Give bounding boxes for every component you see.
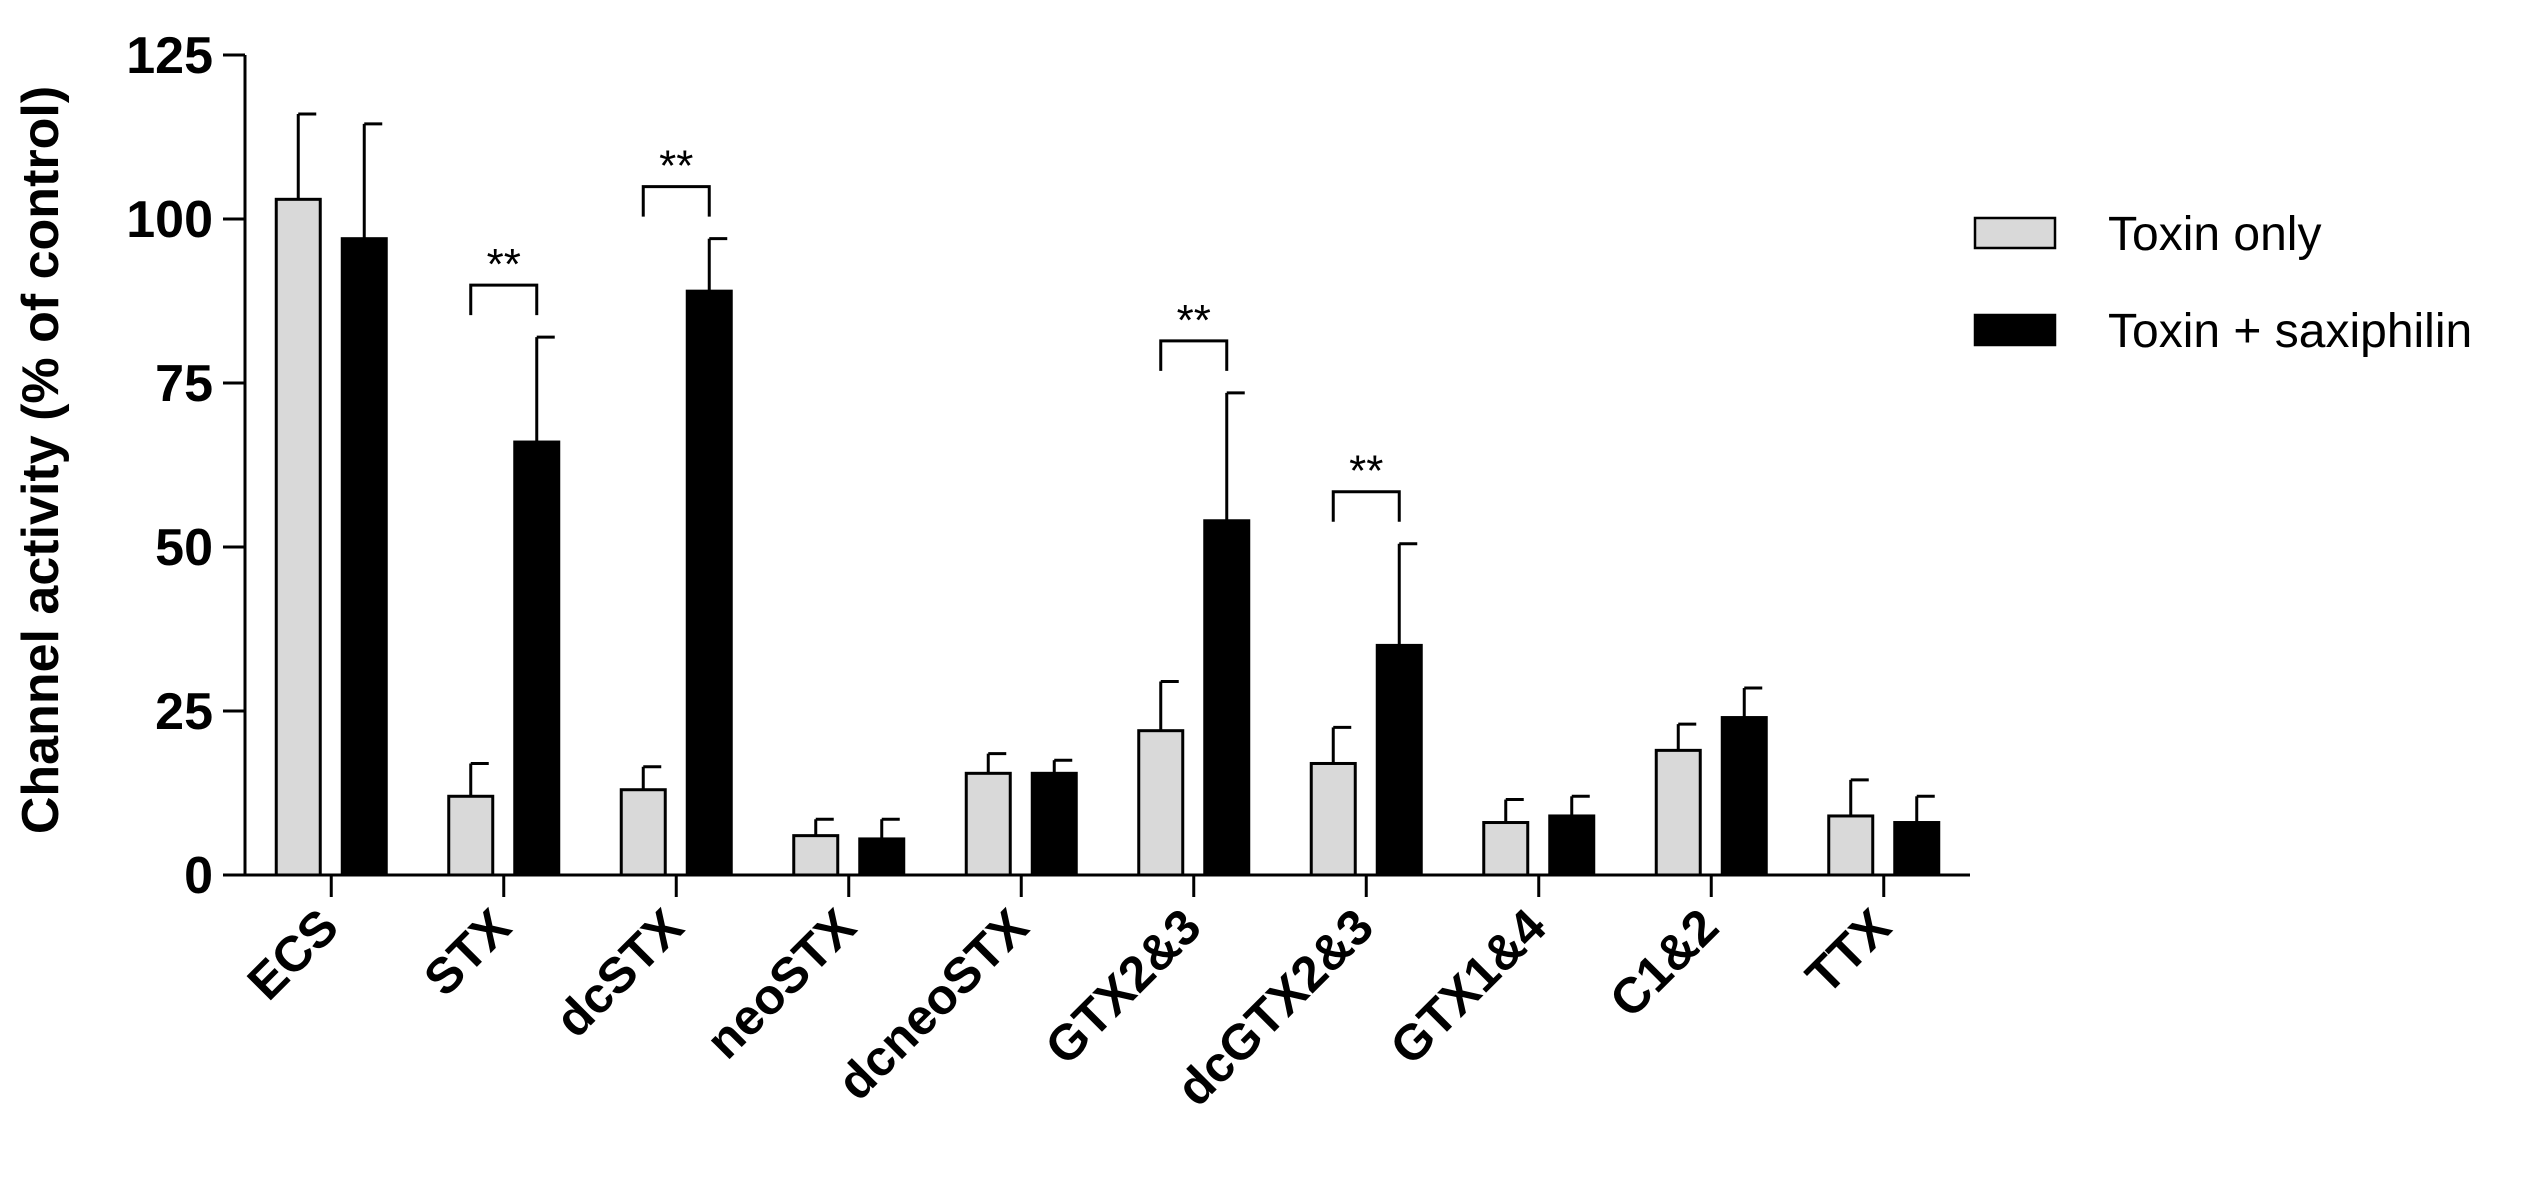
significance-label-stx: **	[487, 240, 521, 289]
significance-bracket-dcstx	[641, 185, 711, 217]
y-tick-label-100: 100	[126, 191, 213, 249]
significance-bracket-gtx23	[1159, 339, 1229, 371]
y-tick-label-50: 50	[155, 519, 213, 577]
bar-toxin-only-dcneostx	[964, 771, 1012, 877]
bar-toxin-only-neostx	[792, 834, 840, 877]
x-tick-label-ecs: ECS	[237, 898, 349, 1010]
bar-toxin-only-c12	[1654, 748, 1702, 877]
legend: Toxin only Toxin + saxiphilin	[1973, 208, 2472, 358]
legend-swatch-toxin-saxiphilin	[1973, 313, 2057, 347]
y-tick-label-0: 0	[184, 847, 213, 905]
x-tick-label-stx: STX	[413, 898, 521, 1006]
significance-annotations: ** ** ** **	[469, 142, 1401, 522]
bar-toxin-only-gtx14	[1482, 821, 1530, 877]
bar-toxin-saxiphilin-ecs	[340, 237, 388, 877]
bar-toxin-only-gtx23	[1137, 729, 1185, 877]
bar-toxin-saxiphilin-c12	[1720, 716, 1768, 877]
bar-toxin-saxiphilin-gtx14	[1548, 814, 1596, 877]
bar-toxin-saxiphilin-dcstx	[685, 289, 733, 877]
bar-toxin-only-dcstx	[619, 788, 667, 877]
x-tick-label-neostx: neoSTX	[695, 898, 866, 1069]
x-tick-label-ttx: TTX	[1795, 898, 1901, 1004]
bar-toxin-only-ecs	[274, 197, 322, 877]
legend-swatch-toxin-only	[1973, 216, 2057, 250]
bar-toxin-saxiphilin-ttx	[1893, 821, 1941, 877]
significance-label-dcstx: **	[659, 142, 693, 191]
bar-toxin-only-dcgtx23	[1309, 761, 1357, 877]
bar-toxin-only-ttx	[1827, 814, 1875, 877]
significance-bracket-stx	[469, 283, 539, 316]
x-tick-label-c12: C1&2	[1599, 898, 1729, 1028]
y-axis: 0 25 50 75 100 125	[126, 27, 247, 905]
significance-label-gtx23: **	[1177, 296, 1211, 345]
bars-group	[274, 112, 1941, 877]
bar-toxin-saxiphilin-dcneostx	[1030, 771, 1078, 877]
bar-toxin-only-stx	[447, 794, 495, 877]
bar-toxin-saxiphilin-stx	[513, 440, 561, 877]
bar-toxin-saxiphilin-neostx	[858, 837, 906, 877]
x-tick-label-gtx14: GTX1&4	[1379, 898, 1556, 1075]
y-tick-label-75: 75	[155, 355, 213, 413]
legend-label-toxin-saxiphilin: Toxin + saxiphilin	[2108, 305, 2472, 358]
x-tick-label-gtx23: GTX2&3	[1034, 898, 1211, 1075]
y-tick-label-25: 25	[155, 683, 213, 741]
x-tick-label-dcstx: dcSTX	[544, 898, 694, 1048]
bar-toxin-saxiphilin-gtx23	[1203, 519, 1251, 877]
significance-bracket-dcgtx23	[1331, 490, 1401, 522]
legend-label-toxin-only: Toxin only	[2108, 208, 2321, 261]
y-axis-label: Channel activity (% of control)	[12, 86, 70, 834]
y-tick-label-125: 125	[126, 27, 213, 85]
x-axis: ECS STX dcSTX neoSTXdcneoSTXGTX2&3dcGTX2&3G…	[237, 873, 1970, 1117]
bar-toxin-saxiphilin-dcgtx23	[1375, 643, 1423, 877]
significance-label-dcgtx23: **	[1349, 447, 1383, 496]
